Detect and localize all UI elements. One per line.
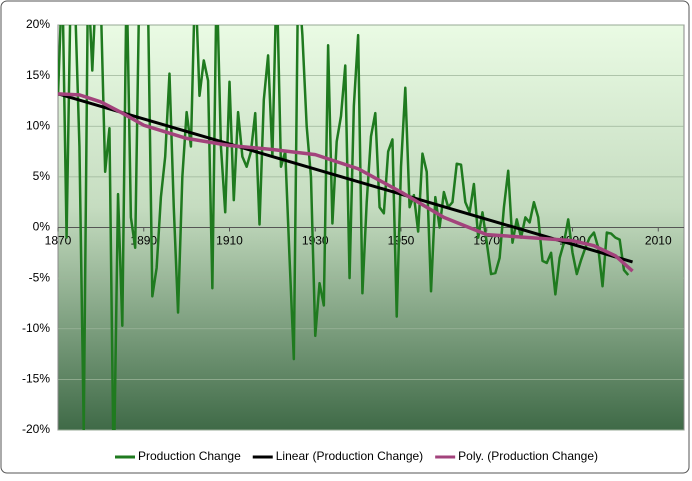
- y-tick-label: -10%: [22, 321, 50, 335]
- y-tick-label: 15%: [26, 68, 50, 82]
- legend-label: Linear (Production Change): [276, 449, 423, 463]
- series-group: [58, 25, 634, 430]
- legend-label: Production Change: [138, 449, 241, 463]
- y-tick-label: -5%: [29, 270, 51, 284]
- y-tick-label: 0%: [33, 220, 51, 234]
- y-tick-label: -20%: [22, 422, 50, 436]
- y-tick-label: 20%: [26, 17, 50, 31]
- legend-label: Poly. (Production Change): [458, 449, 598, 463]
- x-tick-label: 1950: [388, 234, 415, 248]
- series-line: [58, 25, 630, 430]
- x-tick-label: 1870: [45, 234, 72, 248]
- x-tick-label: 1930: [302, 234, 329, 248]
- y-tick-label: 5%: [33, 169, 51, 183]
- x-tick-label: 2010: [645, 234, 672, 248]
- series-line: [58, 92, 633, 264]
- series-line: [58, 92, 634, 273]
- y-tick-label: -15%: [22, 372, 50, 386]
- y-tick-label: 10%: [26, 118, 50, 132]
- x-tick-label: 1910: [216, 234, 243, 248]
